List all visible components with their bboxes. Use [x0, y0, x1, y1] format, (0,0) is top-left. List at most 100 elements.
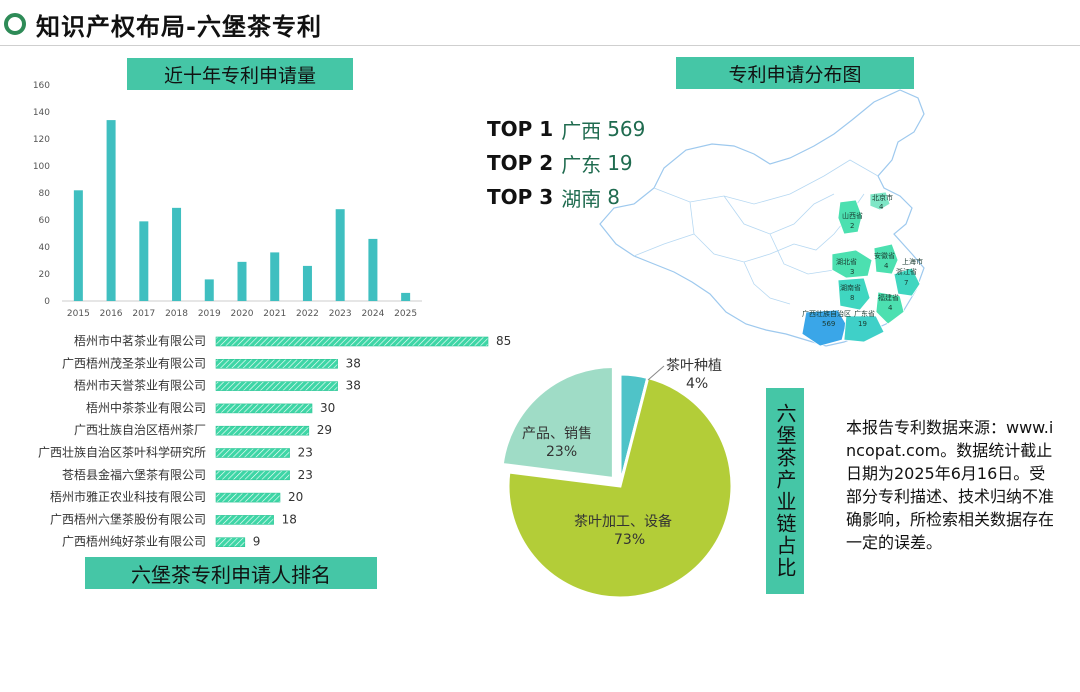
x-tick-label: 2021: [263, 309, 286, 319]
year-bar: [401, 292, 411, 301]
chain-section-label: 六堡茶产业链占比: [766, 388, 804, 594]
applicant-value: 18: [282, 512, 297, 526]
x-tick-label: 2024: [361, 309, 384, 319]
applicant-value: 30: [320, 401, 335, 415]
chain-section-text: 六堡茶产业链占比: [773, 403, 797, 579]
applicant-value: 38: [346, 379, 361, 393]
y-tick-label: 80: [39, 189, 51, 199]
year-bar: [204, 279, 214, 301]
year-bar: [335, 209, 345, 301]
region-fujian: [875, 291, 905, 325]
map-label: 广东省: [854, 309, 875, 318]
applicant-value: 38: [346, 356, 361, 370]
region-guangxi: [801, 309, 847, 347]
x-tick-label: 2017: [132, 309, 155, 319]
top-province: 湖南: [561, 186, 602, 211]
x-tick-label: 2018: [165, 309, 188, 319]
applicant-bar: [215, 425, 310, 436]
applicant-name: 广西壮族自治区梧州茶厂: [74, 422, 206, 437]
top-rank: TOP 1: [487, 117, 554, 141]
applicant-name: 广西壮族自治区茶叶科学研究所: [38, 445, 206, 460]
applicant-ranking-chart: 梧州市中茗茶业有限公司 85 广西梧州茂圣茶业有限公司 38 梧州市天誉茶业有限公司 38…: [38, 333, 511, 549]
applicant-value: 9: [253, 535, 261, 549]
applicant-value: 23: [298, 446, 313, 460]
year-bar: [172, 207, 182, 301]
map-value: 2: [850, 222, 854, 230]
applicant-bar: [215, 537, 246, 547]
ranking-section-label: 六堡茶专利申请人排名: [85, 557, 377, 589]
y-tick-label: 160: [33, 81, 50, 91]
applicant-value: 20: [288, 490, 303, 504]
map-label: 安徽省: [874, 251, 895, 260]
top-rank: TOP 2: [487, 151, 554, 175]
y-tick-label: 0: [44, 297, 50, 307]
map-label: 广西壮族自治区: [802, 309, 851, 318]
pie-leader-line: [647, 365, 665, 381]
applicant-name: 梧州市天誉茶业有限公司: [74, 378, 206, 393]
top-province: 广东: [561, 152, 602, 177]
y-tick-label: 40: [39, 243, 51, 253]
province-borders: [633, 159, 879, 305]
region-beijing: [869, 191, 891, 211]
applicant-bar: [215, 358, 338, 369]
top-province-row: TOP 2 广东 19: [487, 146, 645, 180]
x-tick-label: 2015: [67, 309, 90, 319]
x-tick-label: 2023: [329, 309, 352, 319]
top-count: 569: [607, 117, 646, 141]
x-tick-label: 2019: [198, 309, 221, 319]
map-value: 4: [888, 304, 893, 312]
map-section-label: 专利申请分布图: [676, 57, 914, 89]
applicant-bar: [215, 492, 281, 503]
top-province: 广西: [561, 118, 602, 143]
map-label: 浙江省: [896, 267, 917, 276]
country-outline: [599, 89, 925, 347]
map-value: 3: [850, 268, 854, 276]
data-source-note: 本报告专利数据来源：www.incopat.com。数据统计截止日期为2025年…: [846, 418, 1055, 552]
applicant-name: 梧州市中茗茶业有限公司: [74, 333, 206, 348]
x-tick-label: 2025: [394, 309, 417, 319]
map-value: 7: [904, 279, 908, 287]
region-zhejiang: [893, 267, 921, 297]
pie-label-processing: 茶叶加工、设备: [574, 513, 672, 530]
map-value: 19: [858, 320, 867, 328]
map-label: 福建省: [878, 293, 899, 302]
title-divider: [0, 45, 1080, 46]
applicant-bar: [215, 448, 290, 458]
top-province-list: TOP 1 广西 569 TOP 2 广东 19 TOP 3 湖南 8: [487, 112, 645, 214]
applicant-name: 广西梧州六堡茶股份有限公司: [50, 511, 206, 526]
pie-slice: [500, 364, 615, 481]
pie-pct-planting: 4%: [686, 376, 708, 392]
applicant-bar: [215, 381, 338, 391]
year-bar: [106, 120, 116, 301]
map-label: 山西省: [842, 211, 863, 220]
applicant-bar: [215, 470, 290, 481]
applicant-name: 梧州中茶茶业有限公司: [86, 400, 206, 415]
x-tick-label: 2016: [100, 309, 123, 319]
applicant-value: 85: [496, 334, 511, 348]
pie-slice: [506, 375, 734, 600]
china-distribution-map: 北京市 4 山西省 2 湖北省 3 安徽省 4 上海市 浙江省 7 湖南省 8 …: [599, 89, 925, 347]
yearly-section-label: 近十年专利申请量: [127, 58, 353, 90]
applicant-bar: [215, 403, 313, 414]
industry-chain-pie-chart: 茶叶种植 4% 茶叶加工、设备 73% 产品、销售 23%: [500, 358, 734, 600]
year-bar: [302, 265, 312, 301]
applicant-name: 广西梧州纯好茶业有限公司: [62, 534, 206, 549]
top-count: 19: [607, 151, 633, 175]
title-row: 知识产权布局-六堡茶专利: [4, 6, 322, 42]
year-bar: [73, 190, 83, 301]
map-label: 湖北省: [836, 257, 857, 266]
y-tick-label: 140: [33, 108, 50, 118]
y-tick-label: 20: [39, 270, 51, 280]
pie-label-sales: 产品、销售: [522, 426, 592, 442]
y-tick-label: 120: [33, 135, 50, 145]
map-value: 4: [879, 203, 884, 211]
applicant-name: 苍梧县金福六堡茶有限公司: [62, 467, 206, 482]
applicant-value: 29: [317, 423, 332, 437]
year-bar: [139, 221, 149, 301]
map-value: 4: [884, 262, 889, 270]
map-label: 湖南省: [840, 283, 861, 292]
map-value: 569: [822, 320, 835, 328]
x-tick-label: 2022: [296, 309, 319, 319]
region-hubei: [831, 249, 873, 279]
page-title: 知识产权布局-六堡茶专利: [36, 12, 322, 41]
